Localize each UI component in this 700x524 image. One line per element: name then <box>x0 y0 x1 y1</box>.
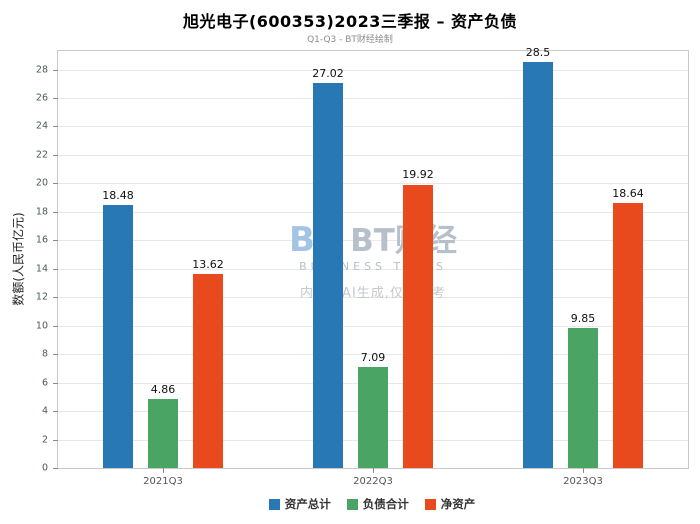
x-tick-mark <box>583 468 584 473</box>
bar-value-label: 7.09 <box>360 351 386 365</box>
y-tick-mark <box>53 468 58 469</box>
y-tick-mark <box>53 354 58 356</box>
y-tick-label: 22 <box>35 149 48 161</box>
y-tick-label: 4 <box>41 405 48 417</box>
y-tick-mark <box>53 97 58 99</box>
y-tick-label: 18 <box>35 206 48 218</box>
y-tick-mark <box>53 240 58 242</box>
gridline <box>58 126 688 128</box>
bar-assets-2023Q3 <box>523 62 553 468</box>
plot-area: BT BT财经 BUSINESS TIMES 内容由AI生成,仅供参考 0246… <box>36 46 689 487</box>
y-tick-label: 10 <box>35 320 48 332</box>
y-tick-label: 12 <box>35 291 48 303</box>
y-tick-mark <box>53 183 58 185</box>
y-tick-mark <box>53 297 58 299</box>
bar-value-label: 27.02 <box>312 67 344 81</box>
y-tick-mark <box>53 411 58 413</box>
gridline <box>58 97 688 99</box>
legend-item-liabilities: 负债合计 <box>346 496 409 512</box>
x-tick-label: 2022Q3 <box>353 476 393 487</box>
bar-value-label: 9.85 <box>570 311 596 325</box>
bar-value-label: 18.64 <box>612 186 644 200</box>
bar-net-assets-2023Q3 <box>613 202 643 468</box>
bar-assets-2022Q3 <box>313 83 343 468</box>
y-tick-label: 16 <box>35 234 48 246</box>
y-tick-mark <box>53 69 58 71</box>
bar-value-label: 28.5 <box>525 46 551 60</box>
y-tick-label: 0 <box>41 462 48 474</box>
y-tick-mark <box>53 382 58 384</box>
y-tick-mark <box>53 126 58 128</box>
bar-liabilities-2023Q3 <box>568 327 598 468</box>
bar-assets-2021Q3 <box>103 205 133 468</box>
gridline <box>58 325 688 327</box>
y-tick-mark <box>53 154 58 156</box>
y-tick-label: 6 <box>41 377 48 389</box>
legend-swatch-assets <box>268 498 280 510</box>
gridline <box>58 268 688 270</box>
x-tick-label: 2023Q3 <box>563 476 603 487</box>
y-tick-label: 20 <box>35 177 48 189</box>
bar-liabilities-2022Q3 <box>358 367 388 468</box>
y-tick-mark <box>53 268 58 270</box>
bar-net-assets-2022Q3 <box>403 184 433 468</box>
x-tick-mark <box>163 468 164 473</box>
bar-net-assets-2021Q3 <box>193 274 223 468</box>
bar-liabilities-2021Q3 <box>148 398 178 468</box>
legend-label-net-assets: 净资产 <box>440 497 476 511</box>
gridline <box>58 354 688 356</box>
y-tick-label: 8 <box>41 348 48 360</box>
bar-value-label: 18.48 <box>102 188 134 202</box>
y-tick-label: 28 <box>35 64 48 75</box>
x-tick-mark <box>373 468 374 473</box>
gridline <box>58 69 688 71</box>
legend-label-liabilities: 负债合计 <box>362 497 409 511</box>
chart-subtitle: Q1-Q3 - BT财经绘制 <box>307 35 393 45</box>
y-tick-label: 26 <box>35 92 48 104</box>
y-tick-label: 2 <box>41 434 48 446</box>
bar-value-label: 4.86 <box>150 382 176 396</box>
legend-item-net-assets: 净资产 <box>424 496 476 512</box>
legend-swatch-net-assets <box>424 498 436 510</box>
gridline <box>58 154 688 156</box>
bar-value-label: 19.92 <box>402 168 434 182</box>
gridline <box>58 240 688 242</box>
gridline <box>58 183 688 185</box>
legend-item-assets: 资产总计 <box>268 496 331 512</box>
gridline <box>58 211 688 213</box>
y-tick-label: 14 <box>35 263 48 275</box>
y-tick-label: 24 <box>35 120 48 132</box>
legend-label-assets: 资产总计 <box>284 497 331 511</box>
gridline <box>58 297 688 299</box>
legend: 资产总计 负债合计 净资产 <box>57 496 687 512</box>
y-tick-mark <box>53 211 58 213</box>
chart-title: 旭光电子(600353)2023三季报 – 资产负债 <box>182 12 518 31</box>
y-tick-mark <box>53 439 58 441</box>
y-tick-mark <box>53 325 58 327</box>
legend-swatch-liabilities <box>346 498 358 510</box>
bar-value-label: 13.62 <box>192 258 224 272</box>
x-tick-label: 2021Q3 <box>143 476 183 487</box>
